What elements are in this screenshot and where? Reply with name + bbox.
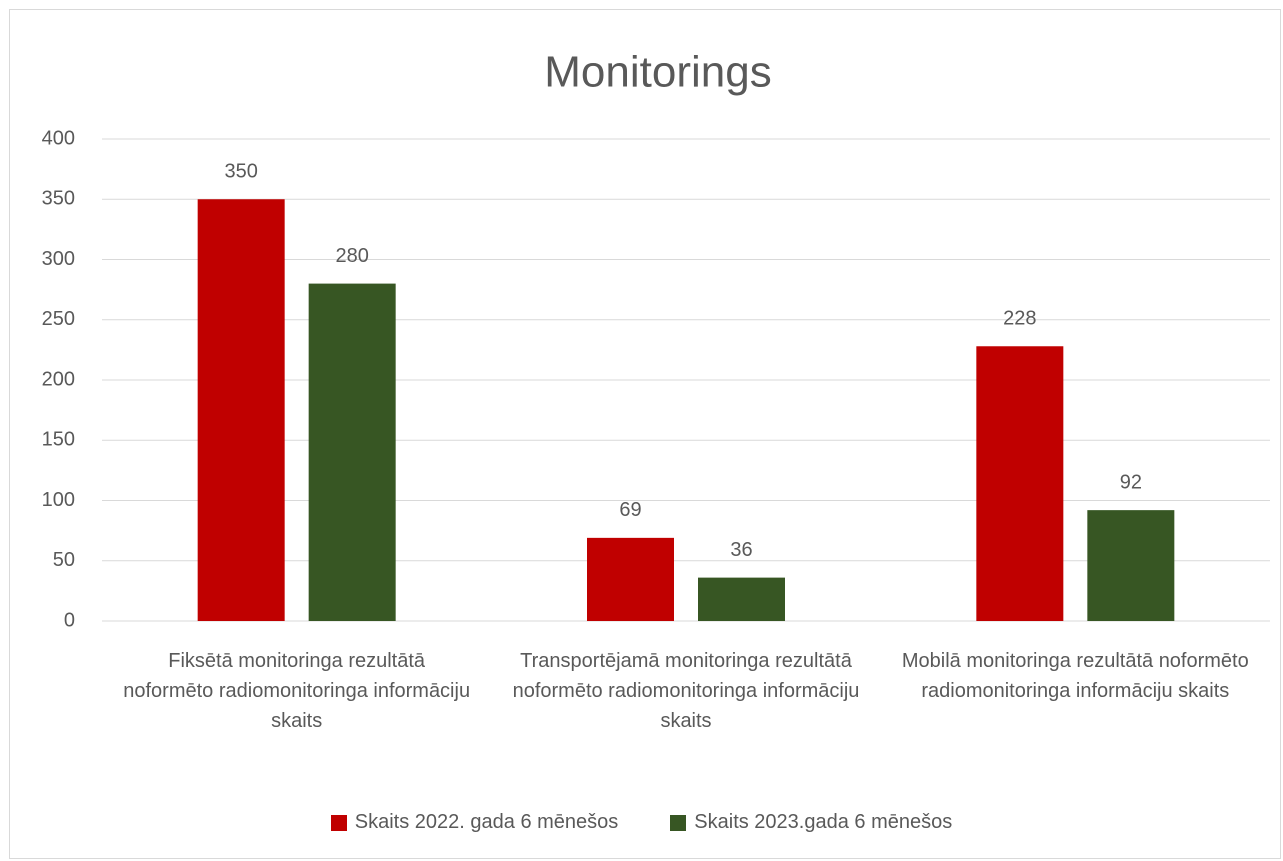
y-tick-label: 50 xyxy=(53,549,75,571)
y-tick-label: 0 xyxy=(64,609,75,631)
y-tick-label: 250 xyxy=(42,308,75,330)
x-tick-label: Transportējamā monitoringa rezultātā nof… xyxy=(512,650,860,732)
bar xyxy=(976,346,1064,621)
bar xyxy=(197,199,285,621)
data-label: 36 xyxy=(730,539,752,561)
bar xyxy=(698,577,785,621)
legend-item: Skaits 2023.gada 6 mēnešos xyxy=(670,811,952,834)
x-tick-label: Fiksētā monitoringa rezultātā noformēto … xyxy=(123,650,471,732)
data-label: 228 xyxy=(1003,308,1036,330)
legend: Skaits 2022. gada 6 mēnešos Skaits 2023.g… xyxy=(0,811,1283,834)
y-tick-label: 100 xyxy=(42,489,75,511)
bar xyxy=(587,537,674,621)
y-tick-label: 350 xyxy=(42,188,75,210)
legend-label: Skaits 2022. gada 6 mēnešos xyxy=(354,811,619,833)
chart-title: Monitorings xyxy=(544,48,771,97)
y-tick-label: 400 xyxy=(42,127,75,149)
data-label: 92 xyxy=(1120,471,1142,493)
y-tick-label: 200 xyxy=(42,368,75,390)
data-label: 69 xyxy=(619,499,641,521)
bar xyxy=(1087,510,1175,621)
y-tick-label: 150 xyxy=(42,429,75,451)
bar xyxy=(308,283,396,621)
legend-swatch xyxy=(330,814,347,831)
chart-border xyxy=(9,9,1281,859)
y-tick-label: 300 xyxy=(42,248,75,270)
legend-swatch xyxy=(670,814,687,831)
x-tick-label: Mobilā monitoringa rezultātā noformēto r… xyxy=(901,650,1249,702)
data-label: 350 xyxy=(224,161,257,183)
legend-item: Skaits 2022. gada 6 mēnešos xyxy=(330,811,619,834)
data-label: 280 xyxy=(335,245,368,267)
legend-label: Skaits 2023.gada 6 mēnešos xyxy=(694,811,953,833)
